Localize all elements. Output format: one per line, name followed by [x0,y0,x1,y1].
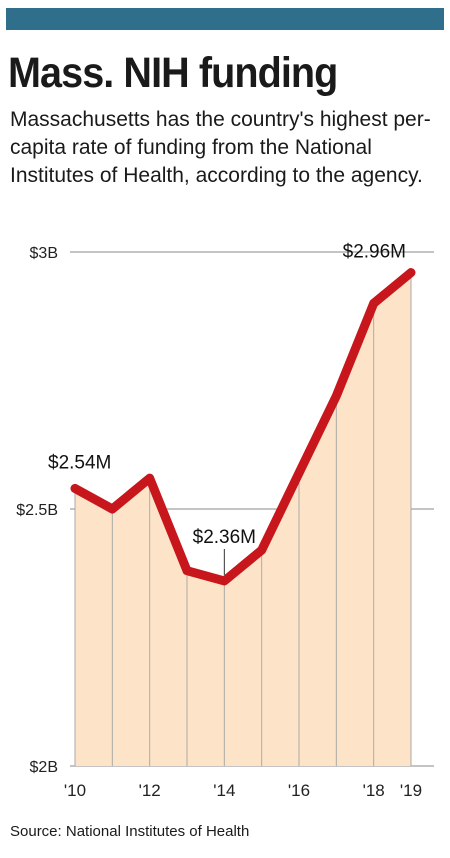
data-point [110,507,115,511]
data-point [334,393,339,398]
data-point [185,568,189,573]
y-tick-label: $3B [30,245,58,262]
data-label: $2.96M [343,242,406,263]
y-axis-ticks: $2B $2.5B $3B [16,245,58,776]
data-label: $2.54M [48,452,111,473]
x-tick-label: '18 [363,781,385,800]
header-bar [6,8,444,30]
y-tick-label: $2.5B [16,502,58,519]
chart-title: Mass. NIH funding [8,49,338,97]
x-axis-ticks: '10 '12 '14 '16 '18 '19 [64,781,422,800]
x-tick-label: '19 [400,781,422,800]
data-point [147,476,152,481]
x-tick-label: '12 [139,781,161,800]
data-point [409,270,413,275]
data-label: $2.36M [193,527,256,548]
series-line [70,268,416,586]
x-tick-label: '14 [213,781,235,800]
data-point [371,301,376,306]
area-fill [75,272,411,766]
data-points [73,270,413,583]
source-note: Source: National Institutes of Health [10,823,250,840]
data-point [297,471,301,476]
data-point [222,578,227,583]
year-lines [74,272,412,766]
line-chart: $2B$2.5B$3B '10'12'14'16'18'19 $2.54M$2.… [16,242,434,800]
annotations: $2.54M $2.36M $2.96M [48,242,406,575]
y-tick-label: $2B [30,759,58,776]
x-tick-label: '10 [64,781,86,800]
chart-subtitle: Massachusetts has the country's highest … [10,108,431,187]
x-tick-label: '16 [288,781,310,800]
data-point [259,548,264,553]
data-point [73,486,77,491]
